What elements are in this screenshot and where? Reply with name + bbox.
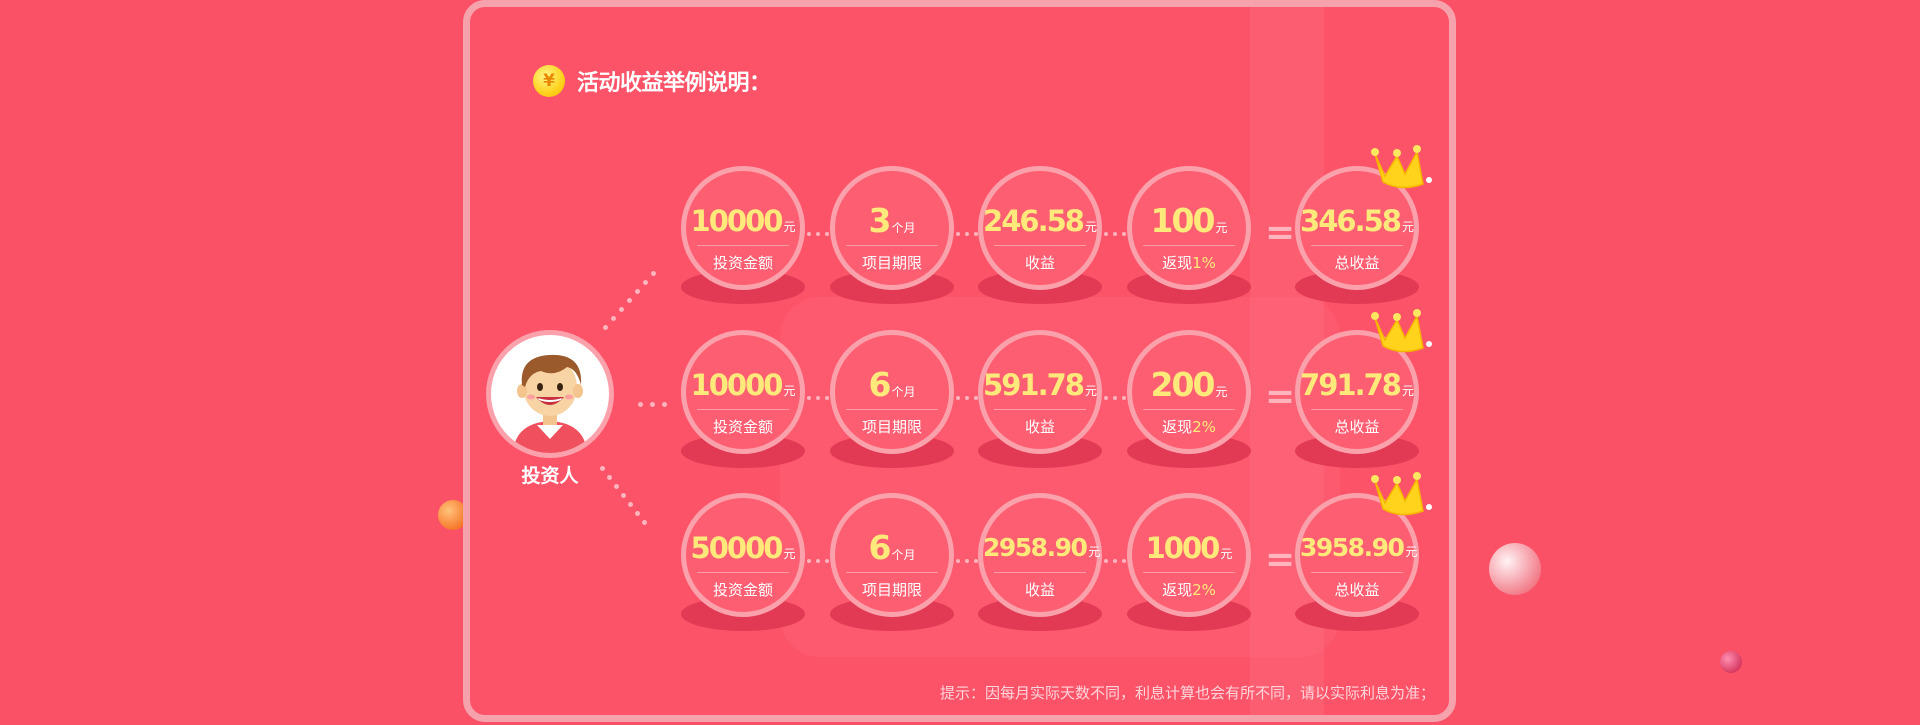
total-value: 3958.90 xyxy=(1300,533,1405,562)
total-value: 346.58 xyxy=(1300,204,1402,238)
cashback-label: 返现 xyxy=(1162,581,1193,599)
cashback-label: 返现 xyxy=(1162,418,1193,436)
equals-sign: = xyxy=(1265,376,1296,417)
investment-amount: 10000 元 投资金额 xyxy=(681,330,805,480)
income-unit: 元 xyxy=(1084,384,1097,398)
project-term: 3 个月 项目期限 xyxy=(830,166,954,316)
investment-amount: 50000 元 投资金额 xyxy=(681,493,805,643)
cashback-percent: 2% xyxy=(1192,581,1216,599)
total-unit: 元 xyxy=(1401,384,1414,398)
connector-dots xyxy=(1102,559,1128,563)
amount-unit: 元 xyxy=(783,384,796,398)
investor-avatar xyxy=(486,330,614,458)
total-label: 总收益 xyxy=(1334,581,1380,599)
equals-sign: = xyxy=(1265,212,1296,253)
investor-label: 投资人 xyxy=(521,465,579,487)
income-unit: 元 xyxy=(1084,220,1097,234)
cashback-percent: 1% xyxy=(1192,254,1216,272)
cashback-percent: 2% xyxy=(1192,418,1216,436)
project-term: 6 个月 项目期限 xyxy=(830,330,954,480)
crown-icon xyxy=(1371,309,1432,353)
total-income: 791.78 元 总收益 xyxy=(1295,309,1432,480)
crown-icon xyxy=(1371,472,1432,516)
connector-dots xyxy=(954,232,980,236)
cashback-unit: 元 xyxy=(1215,385,1228,399)
example-row-3: 50000 元 投资金额 6 个月 项目期限 2958.90 元 收益 xyxy=(470,472,1449,643)
example-row-2: 10000 元 投资金额 6 个月 项目期限 591.78 元 收益 xyxy=(470,309,1449,480)
income: 591.78 元 收益 xyxy=(978,330,1102,480)
term-unit: 个月 xyxy=(891,385,916,399)
total-value: 791.78 xyxy=(1300,368,1402,402)
term-value: 6 xyxy=(868,528,892,567)
connector-dots xyxy=(805,559,831,563)
connector-dots xyxy=(1102,396,1128,400)
income: 2958.90 元 收益 xyxy=(978,493,1102,643)
section-heading: ¥ 活动收益举例说明： xyxy=(533,65,771,97)
decorative-small-ball xyxy=(1720,651,1742,673)
total-label: 总收益 xyxy=(1334,418,1380,436)
cashback-unit: 元 xyxy=(1220,547,1233,561)
amount-label: 投资金额 xyxy=(712,418,773,436)
income-value: 591.78 xyxy=(983,368,1085,402)
term-label: 项目期限 xyxy=(861,254,922,272)
term-label: 项目期限 xyxy=(861,581,922,599)
connector-dots xyxy=(805,396,831,400)
amount-unit: 元 xyxy=(783,547,796,561)
total-label: 总收益 xyxy=(1334,254,1380,272)
amount-label: 投资金额 xyxy=(712,581,773,599)
total-unit: 元 xyxy=(1401,220,1414,234)
income-value: 246.58 xyxy=(983,204,1085,238)
crown-icon xyxy=(1371,145,1432,189)
total-unit: 元 xyxy=(1405,545,1418,559)
term-label: 项目期限 xyxy=(861,418,922,436)
income-label: 收益 xyxy=(1024,418,1055,436)
term-value: 6 xyxy=(868,365,892,404)
cashback-unit: 元 xyxy=(1215,221,1228,235)
project-term: 6 个月 项目期限 xyxy=(830,493,954,643)
amount-value: 10000 xyxy=(690,204,784,238)
cashback: 100 元 返现1% xyxy=(1127,166,1251,316)
amount-value: 50000 xyxy=(690,531,784,565)
amount-label: 投资金额 xyxy=(712,254,773,272)
income-value: 2958.90 xyxy=(983,533,1088,562)
connector-dots xyxy=(1102,232,1128,236)
term-unit: 个月 xyxy=(891,221,916,235)
amount-unit: 元 xyxy=(783,220,796,234)
example-row-1: 10000 元 投资金额 3 个月 项目期限 246.58 元 收益 xyxy=(470,145,1449,316)
cashback-label: 返现 xyxy=(1162,254,1193,272)
connector-dots xyxy=(805,232,831,236)
cashback-value: 200 xyxy=(1150,365,1216,404)
income-unit: 元 xyxy=(1088,545,1101,559)
investor: 投资人 xyxy=(486,330,614,488)
amount-value: 10000 xyxy=(690,368,784,402)
connector-dots xyxy=(954,396,980,400)
connector-dots xyxy=(954,559,980,563)
income-label: 收益 xyxy=(1024,254,1055,272)
cashback-value: 100 xyxy=(1150,201,1216,240)
cashback: 200 元 返现2% xyxy=(1127,330,1251,480)
cashback-value: 1000 xyxy=(1145,531,1221,565)
tip-text: 提示：因每月实际天数不同，利息计算也会有所不同，请以实际利息为准； xyxy=(939,684,1435,702)
section-title: 活动收益举例说明： xyxy=(577,71,771,96)
term-value: 3 xyxy=(868,201,892,240)
earnings-example-panel: ¥ 活动收益举例说明： 投资人 xyxy=(463,0,1456,722)
coin-icon: ¥ xyxy=(533,65,565,97)
total-income: 3958.90 元 总收益 xyxy=(1295,472,1432,643)
equals-sign: = xyxy=(1265,539,1296,580)
term-unit: 个月 xyxy=(891,548,916,562)
decorative-pink-ball xyxy=(1489,543,1541,595)
cashback: 1000 元 返现2% xyxy=(1127,493,1251,643)
income: 246.58 元 收益 xyxy=(978,166,1102,316)
investment-amount: 10000 元 投资金额 xyxy=(681,166,805,316)
income-label: 收益 xyxy=(1024,581,1055,599)
total-income: 346.58 元 总收益 xyxy=(1295,145,1432,316)
